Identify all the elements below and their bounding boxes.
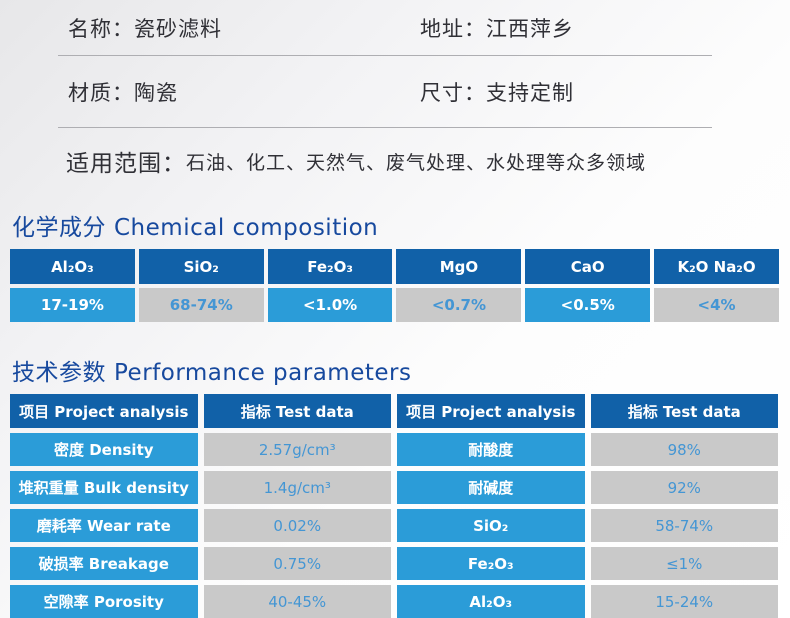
product-info-section: 名称：瓷砂滤料 地址：江西萍乡 材质：陶瓷 尺寸：支持定制 适用范围： 石油、化…: [0, 0, 790, 194]
chemical-section-title: 化学成分 Chemical composition: [12, 208, 790, 242]
scope-value: 石油、化工、天然气、废气处理、水处理等众多领域: [186, 151, 647, 174]
table-row: 耐碱度 92%: [397, 471, 778, 504]
chem-header-cao: CaO: [525, 249, 651, 284]
chemical-header-row: Al₂O₃ SiO₂ Fe₂O₃ MgO CaO K₂O Na₂O: [10, 249, 779, 284]
perf-right-acid-resistance-value: 98%: [590, 433, 778, 466]
perf-right-alkali-resistance-value: 92%: [590, 471, 778, 504]
perf-right-al2o3-label: Al₂O₃: [397, 585, 585, 618]
performance-table-right: 项目 Project analysis 指标 Test data 耐酸度 98%…: [397, 394, 778, 618]
perf-right-fe2o3-label: Fe₂O₃: [397, 547, 585, 580]
perf-left-breakage-label: 破损率 Breakage: [10, 547, 198, 580]
performance-title-zh: 技术参数: [12, 360, 106, 386]
table-row: 破损率 Breakage 0.75%: [10, 547, 391, 580]
divider: [58, 127, 712, 128]
info-row-1: 名称：瓷砂滤料 地址：江西萍乡: [0, 0, 790, 55]
table-row: 堆积重量 Bulk density 1.4g/cm³: [10, 471, 391, 504]
product-name: 名称：瓷砂滤料: [68, 16, 222, 41]
product-material: 材质：陶瓷: [68, 80, 178, 105]
perf-right-header-project: 项目 Project analysis: [397, 394, 585, 428]
perf-right-acid-resistance-label: 耐酸度: [397, 433, 585, 466]
product-size: 尺寸：支持定制: [420, 80, 574, 105]
chem-header-mgo: MgO: [396, 249, 522, 284]
perf-left-breakage-value: 0.75%: [203, 547, 391, 580]
perf-left-header-test: 指标 Test data: [203, 394, 391, 428]
perf-left-bulk-density-label: 堆积重量 Bulk density: [10, 471, 198, 504]
chem-header-k2o-na2o: K₂O Na₂O: [654, 249, 779, 284]
perf-left-wear-rate-value: 0.02%: [203, 509, 391, 542]
chem-header-fe2o3: Fe₂O₃: [267, 249, 393, 284]
product-address: 地址：江西萍乡: [420, 16, 574, 41]
perf-left-density-value: 2.57g/cm³: [203, 433, 391, 466]
perf-left-porosity-label: 空隙率 Porosity: [10, 585, 198, 618]
performance-tables: 项目 Project analysis 指标 Test data 密度 Dens…: [10, 394, 778, 618]
chem-header-al2o3: Al₂O₃: [10, 249, 135, 284]
performance-section-title: 技术参数 Performance parameters: [12, 353, 790, 387]
chemical-title-en: Chemical composition: [114, 215, 379, 241]
perf-left-density-label: 密度 Density: [10, 433, 198, 466]
perf-right-alkali-resistance-label: 耐碱度: [397, 471, 585, 504]
table-row: 耐酸度 98%: [397, 433, 778, 466]
chemical-title-zh: 化学成分: [12, 215, 106, 241]
chemical-value-row: 17-19% 68-74% <1.0% <0.7% <0.5% <4%: [10, 288, 779, 322]
perf-right-al2o3-value: 15-24%: [590, 585, 778, 618]
table-row: 空隙率 Porosity 40-45%: [10, 585, 391, 618]
table-row: SiO₂ 58-74%: [397, 509, 778, 542]
perf-right-header-test: 指标 Test data: [590, 394, 778, 428]
scope-label: 适用范围：: [66, 151, 186, 177]
chem-value-fe2o3: <1.0%: [267, 288, 393, 322]
perf-right-sio2-value: 58-74%: [590, 509, 778, 542]
perf-left-wear-rate-label: 磨耗率 Wear rate: [10, 509, 198, 542]
chem-value-sio2: 68-74%: [138, 288, 264, 322]
chem-value-mgo: <0.7%: [396, 288, 522, 322]
chemical-composition-table: Al₂O₃ SiO₂ Fe₂O₃ MgO CaO K₂O Na₂O 17-19%…: [10, 249, 779, 322]
perf-left-header-row: 项目 Project analysis 指标 Test data: [10, 394, 391, 428]
chem-value-al2o3: 17-19%: [10, 288, 135, 322]
performance-title-en: Performance parameters: [114, 360, 412, 386]
perf-left-header-project: 项目 Project analysis: [10, 394, 198, 428]
table-row: 密度 Density 2.57g/cm³: [10, 433, 391, 466]
perf-right-header-row: 项目 Project analysis 指标 Test data: [397, 394, 778, 428]
perf-left-porosity-value: 40-45%: [203, 585, 391, 618]
chem-value-k2o-na2o: <4%: [654, 288, 779, 322]
table-row: Al₂O₃ 15-24%: [397, 585, 778, 618]
perf-right-sio2-label: SiO₂: [397, 509, 585, 542]
performance-table-left: 项目 Project analysis 指标 Test data 密度 Dens…: [10, 394, 391, 618]
application-scope-row: 适用范围： 石油、化工、天然气、废气处理、水处理等众多领域: [0, 128, 790, 194]
info-row-2: 材质：陶瓷 尺寸：支持定制: [0, 56, 790, 127]
perf-right-fe2o3-value: ≤1%: [590, 547, 778, 580]
chem-value-cao: <0.5%: [525, 288, 651, 322]
perf-left-bulk-density-value: 1.4g/cm³: [203, 471, 391, 504]
table-row: 磨耗率 Wear rate 0.02%: [10, 509, 391, 542]
divider: [58, 55, 712, 56]
chem-header-sio2: SiO₂: [138, 249, 264, 284]
table-row: Fe₂O₃ ≤1%: [397, 547, 778, 580]
